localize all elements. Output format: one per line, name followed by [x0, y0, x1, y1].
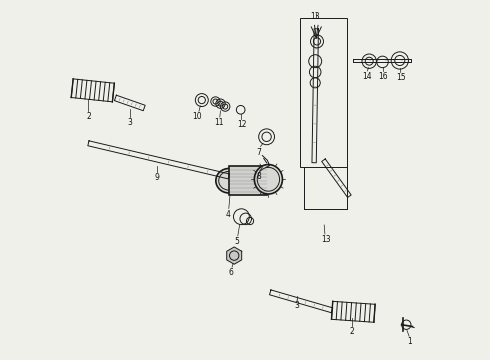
Text: 3: 3 — [127, 118, 132, 127]
Text: 13: 13 — [321, 235, 331, 244]
Text: 2: 2 — [350, 327, 355, 336]
Ellipse shape — [254, 165, 282, 194]
Polygon shape — [227, 247, 242, 264]
Text: 14: 14 — [362, 72, 371, 81]
Text: 11: 11 — [214, 118, 224, 127]
Text: 12: 12 — [237, 120, 247, 129]
Text: 2: 2 — [86, 112, 91, 121]
Text: 8: 8 — [256, 172, 261, 181]
Text: 4: 4 — [225, 210, 230, 219]
Bar — [300, 18, 346, 167]
Text: 7: 7 — [256, 148, 261, 157]
Ellipse shape — [216, 168, 242, 193]
Text: 1: 1 — [408, 337, 412, 346]
Text: 10: 10 — [193, 112, 202, 121]
Text: 9: 9 — [154, 173, 159, 182]
Text: 13: 13 — [310, 12, 320, 21]
Text: 6: 6 — [229, 268, 234, 277]
Text: 15: 15 — [396, 73, 405, 82]
Text: 3: 3 — [295, 301, 300, 310]
Bar — [229, 166, 267, 195]
Text: 16: 16 — [378, 72, 387, 81]
Text: 5: 5 — [235, 237, 240, 246]
